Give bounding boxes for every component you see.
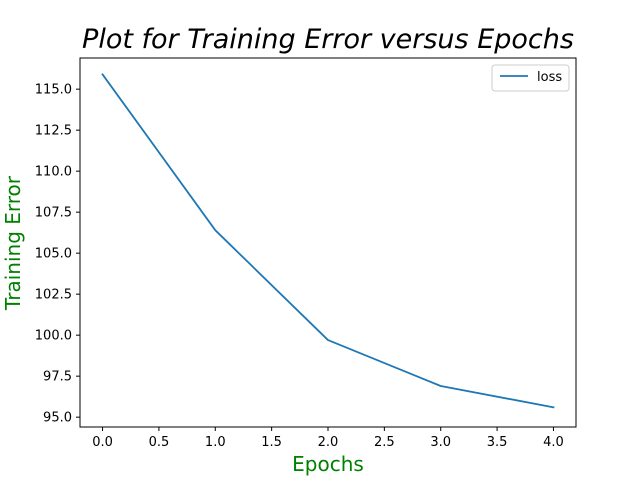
y-tick-label: 112.5 (35, 124, 72, 139)
x-axis-label: Epochs (292, 452, 364, 476)
series-layer (101, 73, 555, 409)
y-tick-label: 95.0 (43, 411, 72, 426)
series-line-loss (101, 73, 555, 409)
y-tick-label: 105.0 (35, 247, 72, 262)
x-axis-ticks: 0.0 0.5 1.0 1.5 2.0 2.5 3.0 3.5 4.0 (92, 427, 564, 450)
x-tick-label: 2.5 (374, 435, 395, 450)
x-tick-label: 4.0 (543, 435, 564, 450)
x-tick-label: 0.0 (92, 435, 113, 450)
y-axis-label: Training Error (1, 175, 25, 311)
y-axis-ticks: 95.0 97.5 100.0 102.5 105.0 107.5 110.0 112.5 11… (35, 83, 80, 426)
y-tick-label: 102.5 (35, 288, 72, 303)
legend-box (491, 64, 570, 92)
x-tick-label: 3.0 (430, 435, 451, 450)
x-tick-label: 0.5 (149, 435, 170, 450)
y-tick-label: 110.0 (35, 165, 72, 180)
x-tick-label: 3.5 (487, 435, 508, 450)
legend-label-loss: loss (537, 70, 562, 85)
chart-title: Plot for Training Error versus Epochs (82, 24, 574, 55)
x-tick-label: 1.0 (205, 435, 226, 450)
y-tick-label: 97.5 (43, 370, 72, 385)
x-tick-label: 1.5 (261, 435, 282, 450)
y-tick-label: 115.0 (35, 83, 72, 98)
y-tick-label: 107.5 (35, 206, 72, 221)
y-tick-label: 100.0 (35, 329, 72, 344)
legend: loss (491, 64, 570, 92)
x-tick-label: 2.0 (318, 435, 339, 450)
